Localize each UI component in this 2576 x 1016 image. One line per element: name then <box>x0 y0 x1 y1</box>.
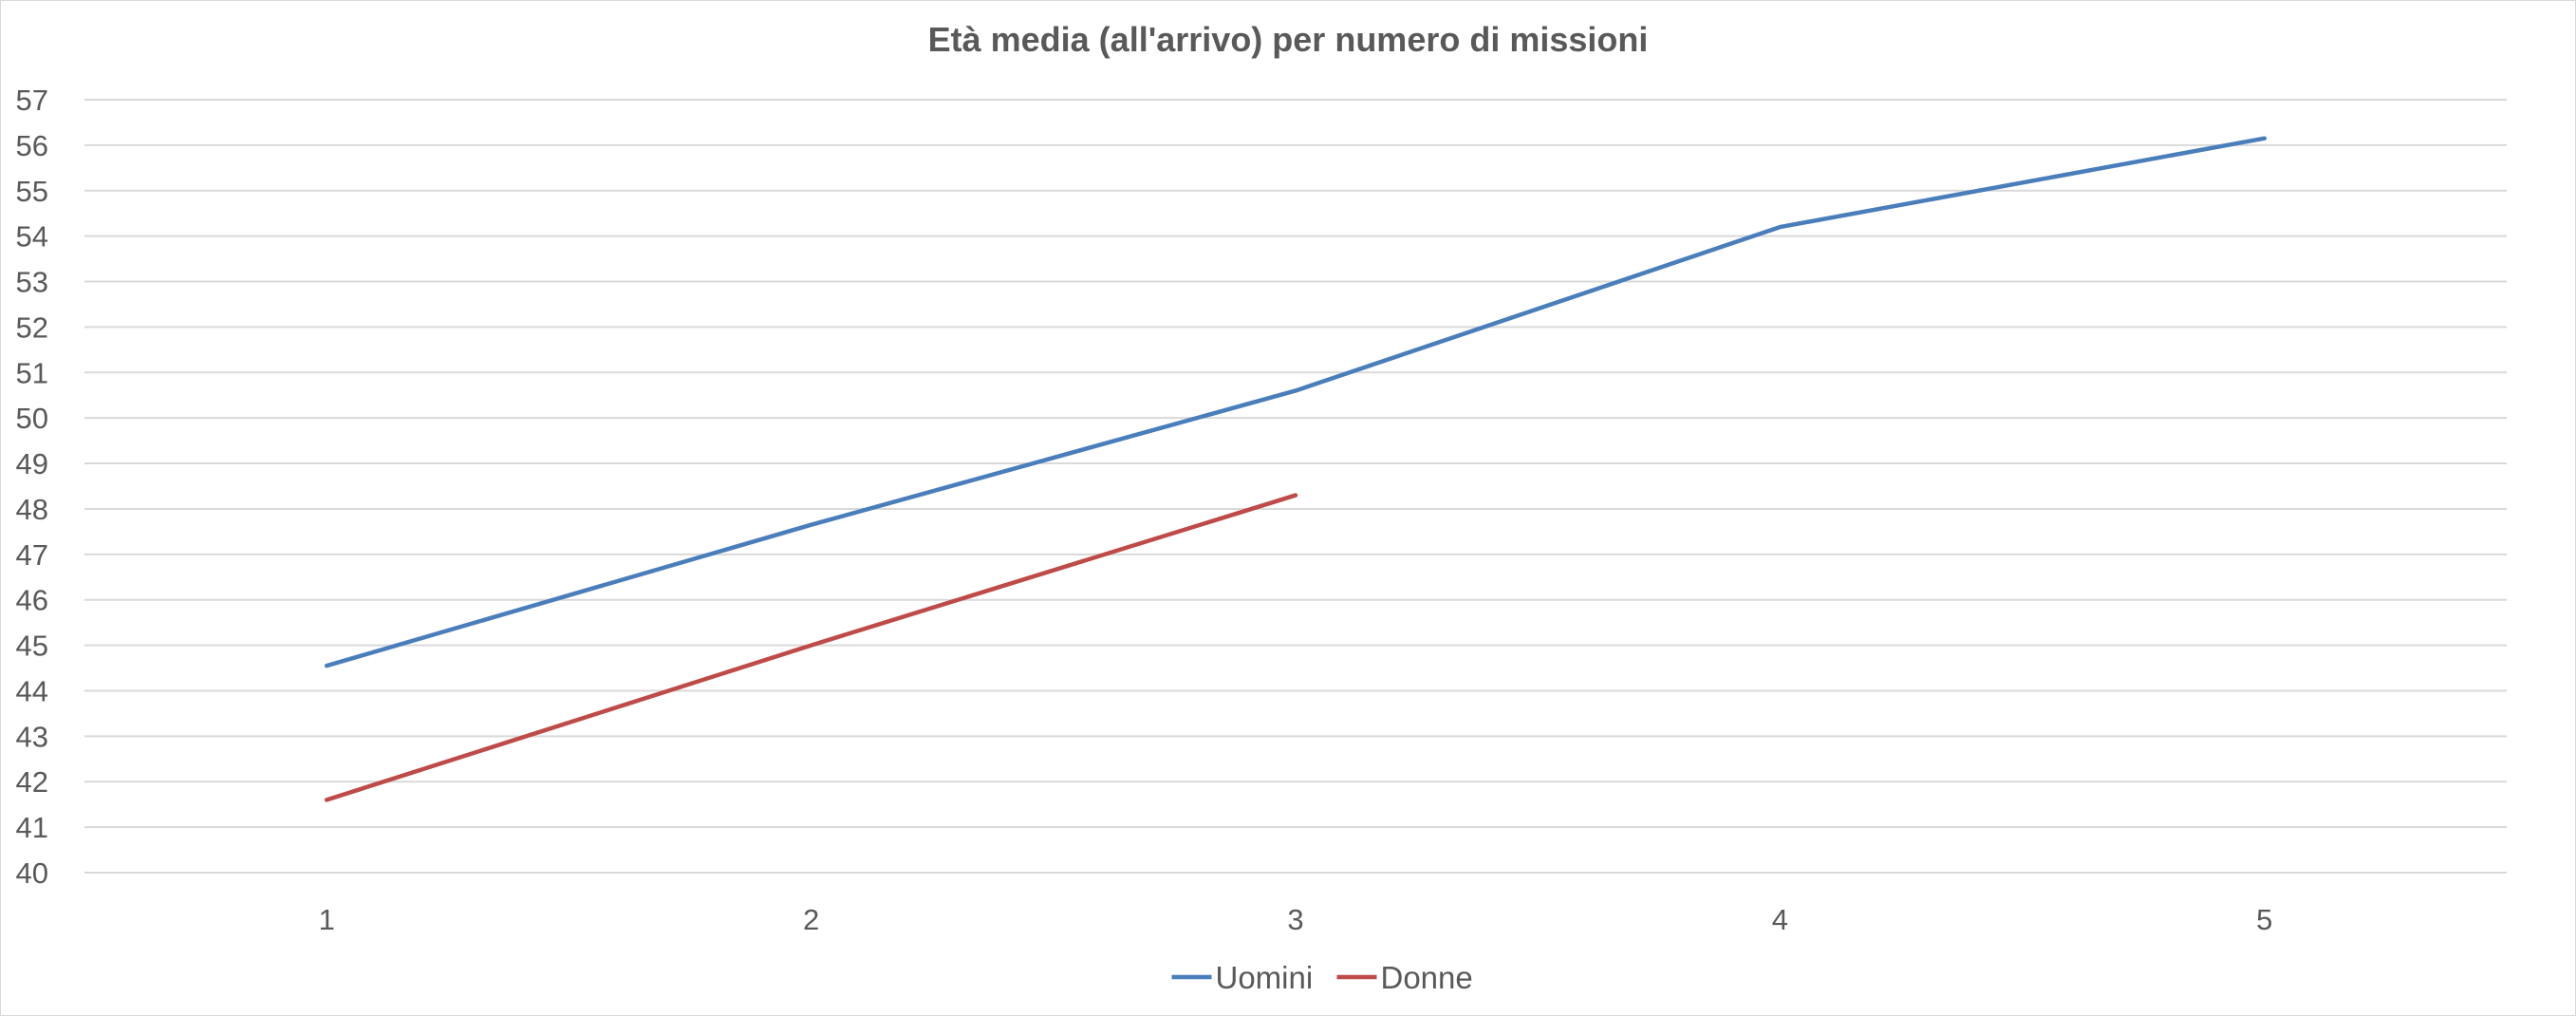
x-tick-label: 3 <box>1287 903 1303 936</box>
y-tick-label: 47 <box>16 538 48 572</box>
legend: Uomini Donne <box>1171 960 1473 995</box>
y-tick-label: 44 <box>16 674 48 707</box>
y-tick-label: 50 <box>16 402 48 435</box>
series-lines <box>324 136 2268 802</box>
x-tick-label: 5 <box>2256 903 2272 936</box>
y-tick-label: 46 <box>16 584 48 617</box>
legend-label-uomini: Uomini <box>1216 960 1314 995</box>
y-tick-label: 55 <box>16 175 48 208</box>
chart-title: Età media (all'arrivo) per numero di mis… <box>927 20 1649 59</box>
x-tick-label: 2 <box>803 903 819 936</box>
x-axis-tick-labels: 1 2 3 4 5 <box>319 903 2273 936</box>
y-tick-label: 40 <box>16 856 48 890</box>
gridlines <box>84 99 2507 874</box>
y-tick-label: 57 <box>16 84 48 117</box>
legend-label-donne: Donne <box>1381 960 1473 995</box>
y-tick-label: 49 <box>16 447 48 480</box>
y-tick-label: 48 <box>16 493 48 526</box>
y-tick-label: 51 <box>16 356 48 389</box>
y-tick-label: 41 <box>16 811 48 844</box>
y-tick-label: 43 <box>16 720 48 753</box>
y-tick-label: 42 <box>16 765 48 799</box>
y-tick-label: 53 <box>16 266 48 299</box>
y-axis-tick-labels: 40 41 42 43 44 45 46 47 48 49 50 51 52 53 54 55 56 57 <box>16 84 48 890</box>
x-tick-label: 1 <box>319 903 335 936</box>
y-tick-label: 52 <box>16 310 48 344</box>
y-tick-label: 54 <box>16 220 48 254</box>
series-line-donne <box>324 493 1298 802</box>
y-tick-label: 56 <box>16 129 48 162</box>
series-line-uomini <box>324 136 2268 668</box>
y-tick-label: 45 <box>16 630 48 663</box>
x-tick-label: 4 <box>1772 903 1788 936</box>
